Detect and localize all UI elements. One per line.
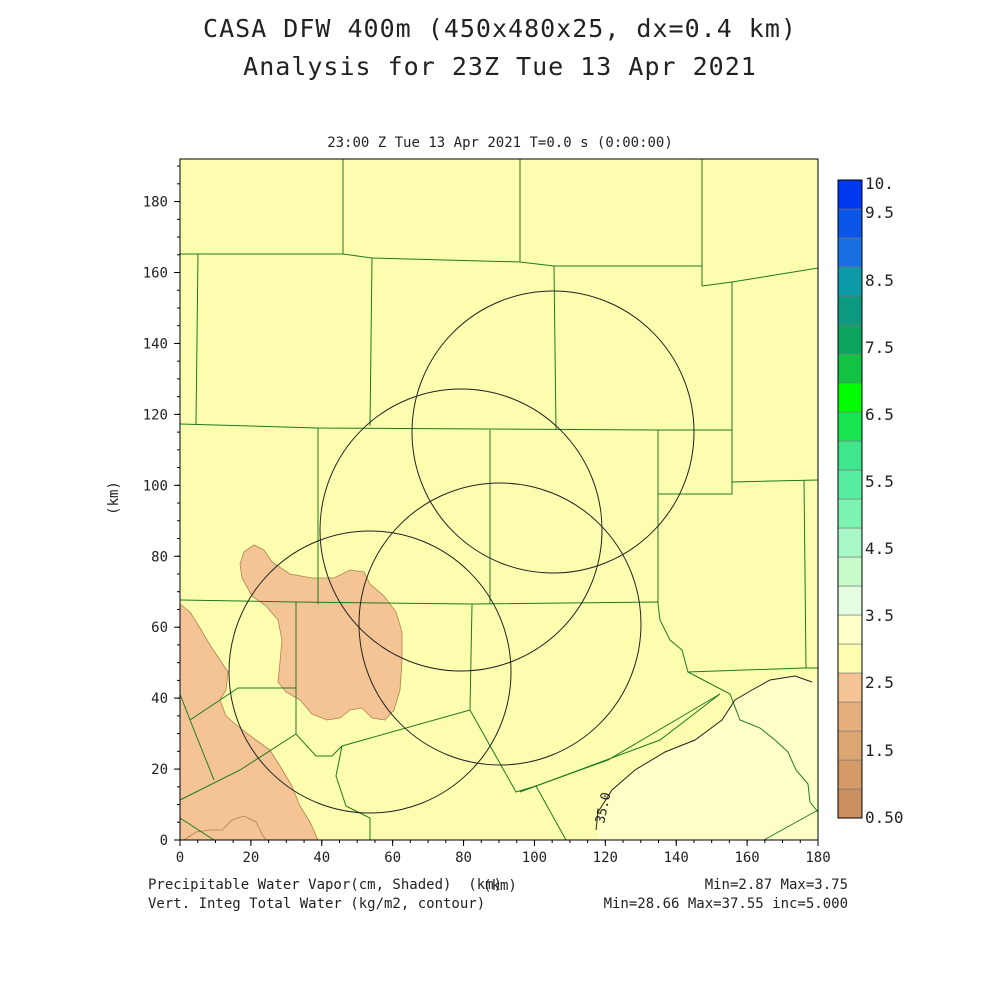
map-background (180, 159, 818, 840)
colorbar-swatch (837, 469, 863, 500)
colorbar-label: 9.5 (865, 203, 894, 222)
y-tick-label: 180 (143, 195, 168, 211)
y-tick-label: 120 (143, 407, 168, 423)
colorbar-swatch (837, 382, 863, 413)
footer-left-2: Vert. Integ Total Water (kg/m2, contour) (148, 896, 486, 912)
y-tick-label: 60 (151, 620, 168, 636)
y-tick-label: 80 (151, 549, 168, 565)
colorbar-swatch (837, 701, 863, 732)
x-tick-label: 20 (242, 850, 259, 866)
colorbar-frame (837, 179, 863, 819)
radar-range-rings (228, 290, 695, 814)
title-line-2: Analysis for 23Z Tue 13 Apr 2021 (243, 52, 757, 81)
colorbar-swatch (837, 556, 863, 587)
x-tick-label: 160 (734, 850, 759, 866)
x-axis: 0 20 40 60 80 100 120 140 160 180 (176, 840, 831, 866)
radar-ring-north (319, 388, 603, 672)
x-tick-label: 140 (664, 850, 689, 866)
colorbar-swatch (837, 498, 863, 529)
x-tick-label: 120 (593, 850, 618, 866)
vitw-contour-35 (595, 675, 813, 831)
colorbar-label: 0.50 (865, 808, 904, 827)
radar-ring-southwest (228, 530, 512, 814)
colorbar: 10. 9.5 8.5 7.5 6.5 5.5 4.5 3.5 2.5 1.5 0.50 (837, 174, 904, 827)
colorbar-label: 8.5 (865, 271, 894, 290)
pwv-region-high (598, 676, 818, 840)
colorbar-swatch (837, 788, 863, 819)
colorbar-swatch (837, 411, 863, 442)
colorbar-swatch (837, 266, 863, 297)
colorbar-label: 4.5 (865, 539, 894, 558)
colorbar-swatch (837, 237, 863, 268)
y-tick-label: 40 (151, 691, 168, 707)
pwv-region-low-center (239, 544, 403, 721)
colorbar-label: 7.5 (865, 338, 894, 357)
y-tick-label: 20 (151, 762, 168, 778)
radar-ring-center (358, 482, 642, 766)
radar-ring-northeast (411, 290, 695, 574)
colorbar-swatch (837, 759, 863, 790)
colorbar-label: 6.5 (865, 405, 894, 424)
x-tick-label: 40 (313, 850, 330, 866)
colorbar-swatch (837, 527, 863, 558)
colorbar-swatch (837, 585, 863, 616)
footer-right-1: Min=2.87 Max=3.75 (704, 877, 848, 893)
colorbar-label: 2.5 (865, 673, 894, 692)
colorbar-swatch (837, 730, 863, 761)
colorbar-swatch (837, 440, 863, 471)
y-tick-label: 0 (160, 833, 168, 849)
y-tick-label: 100 (143, 478, 168, 494)
y-axis-title: (km) (106, 481, 122, 515)
colorbar-label: 10. (865, 174, 894, 193)
colorbar-swatch (837, 614, 863, 645)
plot-time-label: 23:00 Z Tue 13 Apr 2021 T=0.0 s (0:00:00… (327, 135, 673, 151)
footer-right-2: Min=28.66 Max=37.55 inc=5.000 (603, 896, 848, 912)
y-tick-label: 160 (143, 266, 168, 282)
y-axis: 0 20 40 60 80 100 120 140 160 180 (143, 165, 180, 849)
x-tick-label: 0 (176, 850, 184, 866)
colorbar-swatch (837, 643, 863, 674)
x-tick-label: 180 (805, 850, 830, 866)
x-tick-label: 100 (522, 850, 547, 866)
title-line-1: CASA DFW 400m (450x480x25, dx=0.4 km) (203, 14, 797, 43)
colorbar-swatch (837, 295, 863, 326)
colorbar-label: 3.5 (865, 606, 894, 625)
colorbar-label: 5.5 (865, 472, 894, 491)
x-tick-label: 80 (455, 850, 472, 866)
colorbar-label: 1.5 (865, 741, 894, 760)
colorbar-swatch (837, 179, 863, 210)
colorbar-swatch (837, 353, 863, 384)
footer-left-1: Precipitable Water Vapor(cm, Shaded) (km… (148, 877, 503, 893)
colorbar-swatch (837, 324, 863, 355)
x-tick-label: 60 (384, 850, 401, 866)
colorbar-swatch (837, 672, 863, 703)
contour-label: 35.0 (593, 791, 614, 825)
x-axis-title: (km) (483, 878, 517, 894)
y-tick-label: 140 (143, 336, 168, 352)
pwv-region-low-west (179, 603, 319, 841)
county-boundaries (179, 159, 819, 841)
colorbar-swatch (837, 208, 863, 239)
